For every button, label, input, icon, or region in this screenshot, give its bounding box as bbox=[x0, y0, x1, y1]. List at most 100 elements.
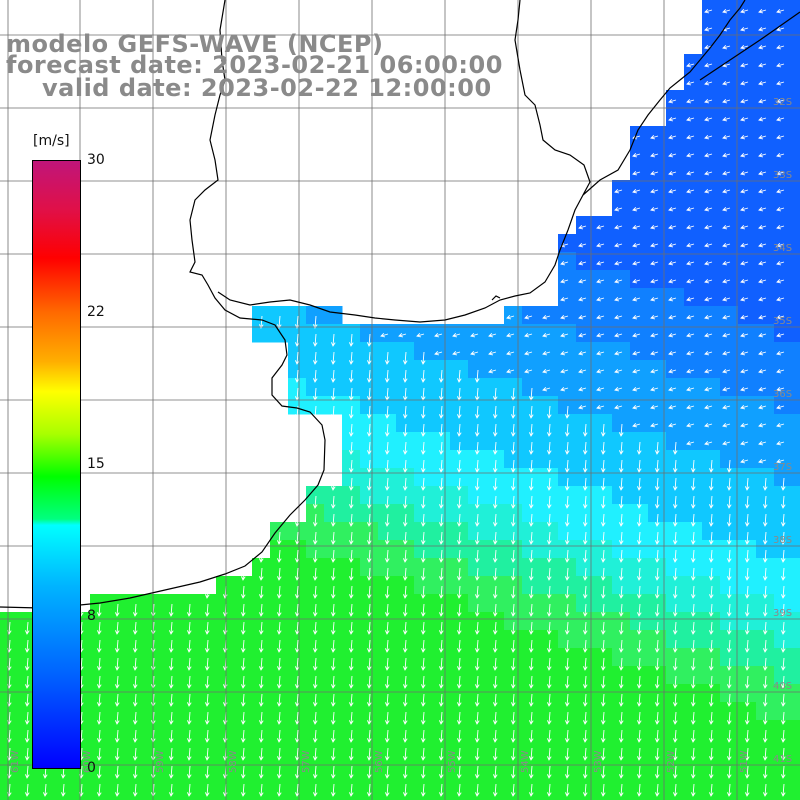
wind-arrow bbox=[312, 783, 318, 797]
wind-speed-cell bbox=[306, 648, 325, 667]
wind-arrow bbox=[650, 422, 659, 428]
wind-arrow bbox=[564, 441, 570, 455]
wind-speed-cell bbox=[594, 270, 613, 289]
wind-speed-cell bbox=[396, 504, 415, 523]
wind-speed-cell bbox=[18, 774, 37, 793]
wind-speed-cell bbox=[522, 504, 541, 523]
wind-speed-cell bbox=[324, 648, 343, 667]
wind-arrow bbox=[780, 621, 786, 635]
wind-arrow bbox=[722, 98, 731, 104]
wind-speed-cell bbox=[756, 36, 775, 55]
wind-speed-cell bbox=[432, 396, 451, 415]
wind-arrow bbox=[614, 278, 623, 284]
wind-arrow bbox=[582, 477, 588, 491]
wind-arrow bbox=[366, 495, 372, 509]
wind-arrow bbox=[582, 639, 588, 653]
wind-arrow bbox=[294, 315, 300, 329]
wind-speed-cell bbox=[594, 288, 613, 307]
wind-speed-cell bbox=[540, 450, 559, 469]
wind-speed-cell bbox=[666, 720, 685, 739]
wind-arrow bbox=[596, 206, 605, 212]
wind-arrow bbox=[618, 495, 624, 509]
wind-speed-cell bbox=[774, 594, 793, 613]
wind-speed-cell bbox=[756, 684, 775, 703]
wind-arrow bbox=[776, 152, 785, 158]
wind-arrow bbox=[600, 621, 606, 635]
wind-arrow bbox=[330, 711, 336, 725]
wind-speed-cell bbox=[666, 594, 685, 613]
wind-speed-cell bbox=[396, 360, 415, 379]
wind-arrow bbox=[384, 747, 390, 761]
wind-arrow bbox=[294, 747, 300, 761]
wind-speed-cell bbox=[630, 522, 649, 541]
wind-arrow bbox=[722, 404, 731, 410]
wind-arrow bbox=[114, 603, 120, 617]
wind-arrow bbox=[668, 224, 677, 230]
wind-arrow bbox=[542, 350, 551, 356]
wind-speed-cell bbox=[720, 90, 739, 109]
wind-speed-cell bbox=[594, 396, 613, 415]
wind-arrow bbox=[470, 350, 479, 356]
wind-speed-cell bbox=[414, 522, 433, 541]
wind-arrow bbox=[510, 639, 516, 653]
wind-arrow bbox=[348, 621, 354, 635]
wind-speed-cell bbox=[684, 216, 703, 235]
wind-arrow bbox=[168, 765, 174, 779]
wind-speed-cell bbox=[576, 486, 595, 505]
wind-arrow bbox=[776, 350, 785, 356]
wind-arrow bbox=[582, 711, 588, 725]
wind-speed-cell bbox=[666, 144, 685, 163]
wind-speed-cell bbox=[432, 342, 451, 361]
wind-arrow bbox=[434, 350, 443, 356]
wind-arrow bbox=[456, 783, 462, 797]
wind-speed-cell bbox=[702, 738, 721, 757]
wind-speed-cell bbox=[684, 684, 703, 703]
wind-speed-cell bbox=[738, 630, 757, 649]
wind-speed-cell bbox=[306, 522, 325, 541]
wind-speed-cell bbox=[666, 432, 685, 451]
wind-speed-cell bbox=[360, 450, 379, 469]
wind-arrow bbox=[618, 765, 624, 779]
wind-speed-cell bbox=[666, 450, 685, 469]
wind-arrow bbox=[474, 657, 480, 671]
wind-arrow bbox=[420, 531, 426, 545]
wind-speed-cell bbox=[594, 234, 613, 253]
wind-speed-cell bbox=[378, 378, 397, 397]
wind-arrow bbox=[488, 350, 497, 356]
wind-arrow bbox=[438, 585, 444, 599]
wind-arrow bbox=[722, 386, 731, 392]
wind-speed-cell bbox=[720, 522, 739, 541]
wind-arrow bbox=[744, 765, 750, 779]
wind-arrow bbox=[780, 549, 786, 563]
wind-arrow bbox=[722, 188, 731, 194]
wind-arrow bbox=[654, 585, 660, 599]
wind-arrow bbox=[366, 369, 372, 383]
wind-arrow bbox=[420, 405, 426, 419]
wind-speed-cell bbox=[702, 540, 721, 559]
wind-speed-cell bbox=[702, 378, 721, 397]
wind-speed-cell bbox=[612, 180, 631, 199]
wind-arrow bbox=[384, 765, 390, 779]
wind-arrow bbox=[330, 351, 336, 365]
wind-arrow bbox=[542, 314, 551, 320]
wind-speed-cell bbox=[450, 666, 469, 685]
wind-arrow bbox=[618, 603, 624, 617]
wind-arrow bbox=[726, 513, 732, 527]
wind-speed-cell bbox=[234, 630, 253, 649]
wind-arrow bbox=[776, 134, 785, 140]
wind-speed-cell bbox=[396, 594, 415, 613]
wind-arrow bbox=[402, 423, 408, 437]
wind-arrow bbox=[542, 242, 551, 248]
wind-speed-cell bbox=[396, 432, 415, 451]
wind-arrow bbox=[312, 585, 318, 599]
wind-speed-cell bbox=[756, 18, 775, 37]
wind-speed-cell bbox=[702, 450, 721, 469]
wind-speed-cell bbox=[648, 306, 667, 325]
wind-speed-cell bbox=[702, 612, 721, 631]
wind-arrow bbox=[24, 639, 30, 653]
wind-arrow bbox=[726, 549, 732, 563]
wind-arrow bbox=[744, 549, 750, 563]
wind-arrow bbox=[672, 729, 678, 743]
wind-arrow bbox=[600, 477, 606, 491]
wind-speed-cell bbox=[702, 90, 721, 109]
